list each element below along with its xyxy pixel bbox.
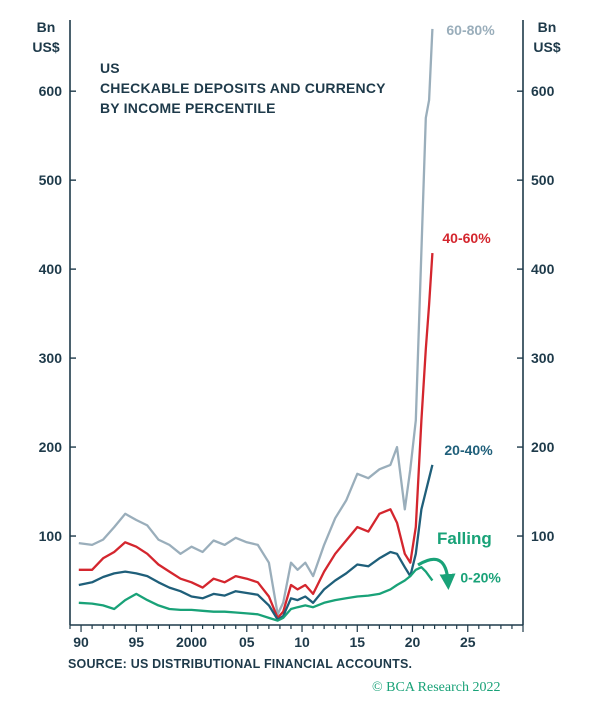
y-tick-label-right: 100 (531, 528, 555, 544)
x-tick-label: 20 (405, 634, 421, 650)
series-label-60-80%: 60-80% (446, 22, 495, 38)
y-tick-label-left: 300 (39, 350, 63, 366)
unit-label-right: Bn (538, 19, 557, 35)
chart-title-line: BY INCOME PERCENTILE (100, 100, 276, 116)
series-line-20-40% (78, 464, 434, 621)
series-label-20-40%: 20-40% (444, 442, 493, 458)
unit-label-left: Bn (37, 19, 56, 35)
series-line-60-80% (78, 28, 434, 616)
x-tick-label: 05 (239, 634, 255, 650)
chart-title-line: US (100, 60, 120, 76)
y-tick-label-left: 600 (39, 83, 63, 99)
y-tick-label-right: 600 (531, 83, 555, 99)
series-line-0-20% (78, 566, 434, 622)
series-line-40-60% (78, 253, 434, 620)
annotation-arrow (417, 557, 456, 590)
x-tick-label: 10 (294, 634, 310, 650)
source-note: SOURCE: US DISTRIBUTIONAL FINANCIAL ACCO… (68, 657, 413, 671)
x-tick-label: 2000 (176, 634, 207, 650)
annotation-falling: Falling (437, 529, 492, 548)
y-tick-label-right: 500 (531, 172, 555, 188)
copyright: © BCA Research 2022 (372, 680, 501, 695)
x-tick-label: 95 (129, 634, 145, 650)
y-tick-label-left: 400 (39, 261, 63, 277)
y-tick-label-left: 500 (39, 172, 63, 188)
x-tick-label: 25 (460, 634, 476, 650)
series-label-40-60%: 40-60% (442, 230, 491, 246)
unit-label-left: US$ (32, 39, 59, 55)
x-tick-label: 15 (349, 634, 365, 650)
y-tick-label-right: 400 (531, 261, 555, 277)
x-tick-label: 90 (73, 634, 89, 650)
y-tick-label-right: 200 (531, 439, 555, 455)
series-label-0-20%: 0-20% (460, 570, 501, 586)
chart-title-line: CHECKABLE DEPOSITS AND CURRENCY (100, 80, 386, 96)
y-tick-label-right: 300 (531, 350, 555, 366)
unit-label-right: US$ (533, 39, 560, 55)
y-tick-label-left: 100 (39, 528, 63, 544)
y-tick-label-left: 200 (39, 439, 63, 455)
